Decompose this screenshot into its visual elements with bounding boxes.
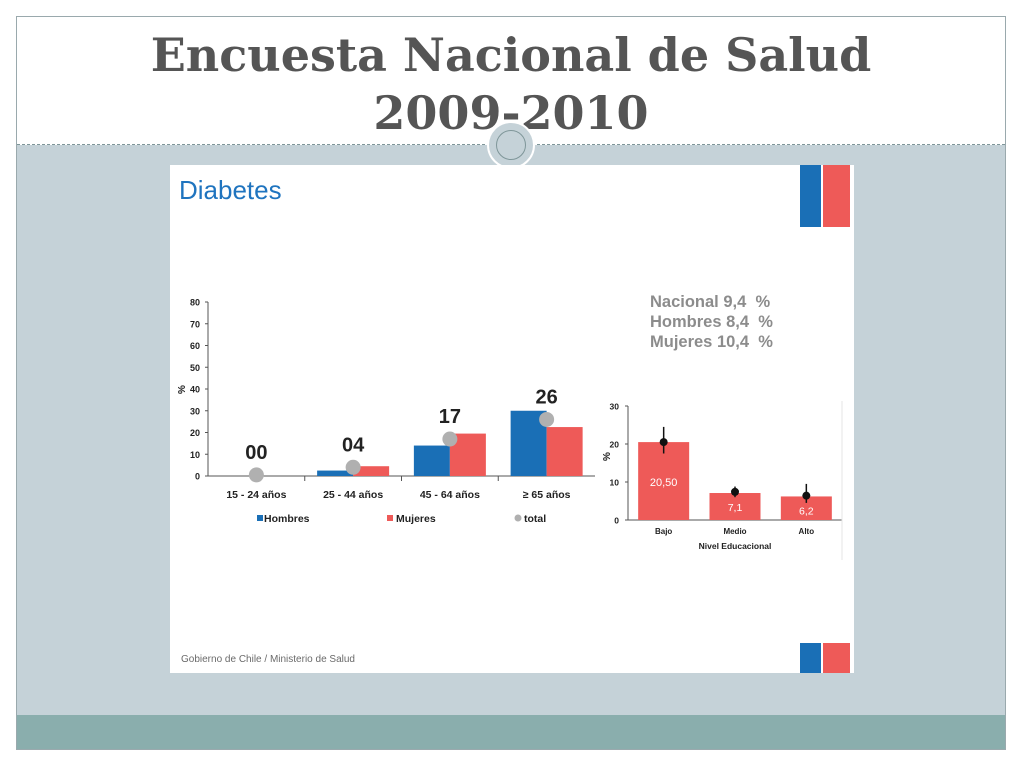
summary-mujeres: Mujeres 10,4 % [650, 332, 850, 352]
y-tick-label: 0 [195, 472, 200, 482]
title-ornament-ring [496, 130, 526, 160]
x-tick-label: ≥ 65 años [523, 489, 571, 501]
edu-value-label: 20,50 [650, 477, 678, 489]
edu-y-tick-label: 30 [610, 402, 620, 412]
total-label: 26 [536, 386, 558, 408]
title-ornament [487, 121, 535, 169]
summary-label: Mujeres [650, 333, 713, 351]
panel-footer: Gobierno de Chile / Ministerio de Salud [181, 654, 355, 665]
edu-x-tick-label: Alto [799, 527, 815, 536]
y-tick-label: 20 [190, 428, 200, 438]
summary-value: 10,4 [716, 333, 750, 351]
edu-x-tick-label: Medio [723, 527, 746, 536]
summary-value: 8,4 [726, 313, 750, 331]
y-tick-label: 60 [190, 341, 200, 351]
summary-unit: % [755, 293, 771, 311]
legend-swatch-hombres [257, 515, 263, 521]
y-axis-label: % [177, 385, 188, 394]
edu-x-axis-label: Nivel Educacional [699, 541, 772, 551]
total-point [539, 411, 555, 427]
legend-label-total: total [524, 513, 546, 525]
edu-value-label: 7,1 [728, 502, 743, 514]
edu-value-label: 6,2 [799, 505, 814, 517]
slide-title-line1: Encuesta Nacional de Salud [150, 28, 872, 82]
total-point [248, 467, 264, 483]
y-tick-label: 80 [190, 298, 200, 308]
summary-nacional: Nacional 9,4 % [650, 292, 850, 312]
y-tick-label: 70 [190, 319, 200, 329]
diabetes-panel: Diabetes Gobierno de Chile / Ministerio … [170, 165, 854, 673]
total-label: 00 [245, 442, 267, 464]
total-label: 17 [439, 406, 461, 428]
bar-hombres [317, 470, 354, 476]
summary-label: Nacional [650, 293, 719, 311]
summary-unit: % [758, 313, 773, 331]
legend-swatch-mujeres [387, 515, 393, 521]
summary-label: Hombres [650, 313, 722, 331]
edu-x-tick-label: Bajo [655, 527, 672, 536]
y-tick-label: 50 [190, 363, 200, 373]
bar-mujeres [353, 466, 390, 476]
total-point [345, 459, 361, 475]
age-group-chart: 0 10 20 30 40 50 60 70 80% 15 - 24 años 00 25 - 44 … [177, 298, 843, 560]
y-tick-label: 10 [190, 450, 200, 460]
summary-unit: % [758, 333, 773, 351]
chile-flag-bottom-icon [800, 643, 850, 673]
total-point [442, 431, 458, 447]
edu-point [659, 438, 668, 447]
bar-mujeres [546, 427, 583, 476]
y-tick-label: 40 [190, 385, 200, 395]
panel-heading: Diabetes [179, 175, 282, 205]
edu-bar [638, 442, 690, 520]
edu-y-tick-label: 10 [610, 478, 620, 488]
edu-bar [780, 496, 832, 520]
chile-flag-top-icon [800, 165, 850, 227]
summary-value: 9,4 [723, 293, 747, 311]
legend-swatch-total [514, 514, 522, 522]
bar-hombres [413, 445, 450, 476]
legend-label-hombres: Hombres [264, 513, 310, 525]
edu-point [731, 487, 739, 496]
y-tick-label: 30 [190, 406, 200, 416]
legend-label-mujeres: Mujeres [396, 513, 436, 525]
bottom-band [17, 715, 1005, 749]
edu-y-axis-label: % [602, 452, 613, 461]
edu-point [802, 491, 811, 500]
total-label: 04 [342, 434, 365, 456]
x-tick-label: 15 - 24 años [226, 489, 286, 501]
x-tick-label: 45 - 64 años [420, 489, 480, 501]
x-tick-label: 25 - 44 años [323, 489, 383, 501]
edu-bar [709, 493, 761, 520]
summary-hombres: Hombres 8,4 % [650, 312, 850, 332]
edu-y-tick-label: 20 [610, 440, 620, 450]
edu-y-tick-label: 0 [614, 516, 619, 526]
